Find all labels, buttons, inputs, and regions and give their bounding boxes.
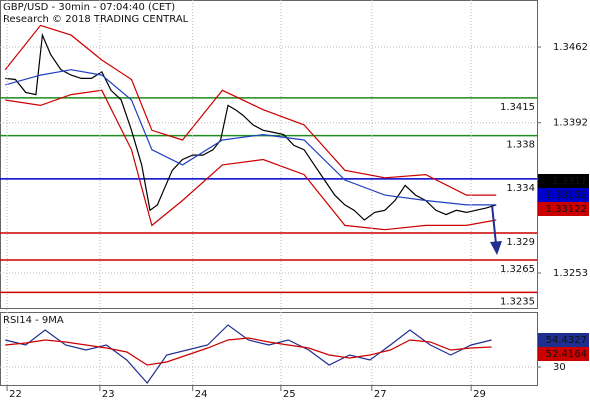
last-value-label: 1.33152 — [546, 190, 587, 201]
series-line — [4, 24, 497, 196]
y-tick-label: 1.3253 — [553, 268, 588, 279]
x-tick-label: 22 — [9, 389, 22, 400]
last-value-label: 1.33122 — [546, 204, 587, 215]
forecast-arrow-shaft — [491, 204, 497, 245]
level-label: 1.3415 — [500, 102, 535, 113]
last-value-box — [538, 333, 589, 347]
series-line — [5, 89, 497, 231]
level-label: 1.334 — [506, 183, 535, 194]
level-label: 1.329 — [506, 237, 535, 248]
price-panel-border — [0, 0, 538, 309]
x-tick-label: 27 — [374, 389, 387, 400]
last-value-box — [538, 202, 589, 216]
y-tick-label: 1.3392 — [553, 118, 588, 129]
rsi-panel-border — [0, 312, 538, 386]
last-value-label: 54.4327 — [546, 335, 587, 346]
series-line — [5, 324, 492, 384]
last-value-label: 52.4164 — [546, 349, 587, 360]
y-tick-label: 1.3462 — [553, 42, 588, 53]
series-line — [5, 337, 492, 366]
chart-title: GBP/USD - 30min - 07:04:40 (CET) — [3, 2, 175, 13]
level-label: 1.3265 — [500, 264, 535, 275]
x-tick-label: 25 — [283, 389, 296, 400]
chart-subtitle: Research © 2018 TRADING CENTRAL — [3, 14, 189, 25]
series-line — [5, 32, 497, 221]
x-tick-label: 23 — [102, 389, 115, 400]
x-tick-label: 24 — [195, 389, 208, 400]
level-label: 1.338 — [506, 140, 535, 151]
last-value-box — [538, 347, 589, 361]
x-tick-label: 29 — [473, 389, 486, 400]
chart-title: RSI14 - 9MA — [3, 315, 64, 326]
last-value-box — [538, 174, 589, 188]
y-tick-label: 30 — [553, 362, 566, 373]
level-label: 1.3235 — [500, 296, 535, 307]
last-value-box — [538, 188, 589, 202]
forecast-arrow-head — [490, 241, 502, 255]
last-value-label: 1.3317 — [552, 176, 587, 187]
series-line — [5, 69, 497, 206]
